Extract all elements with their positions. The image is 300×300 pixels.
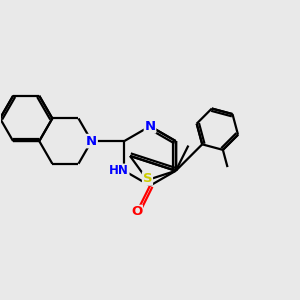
- Text: O: O: [131, 206, 142, 218]
- Text: S: S: [143, 172, 152, 185]
- Text: HN: HN: [109, 164, 129, 177]
- Text: N: N: [86, 135, 97, 148]
- Text: N: N: [144, 120, 156, 133]
